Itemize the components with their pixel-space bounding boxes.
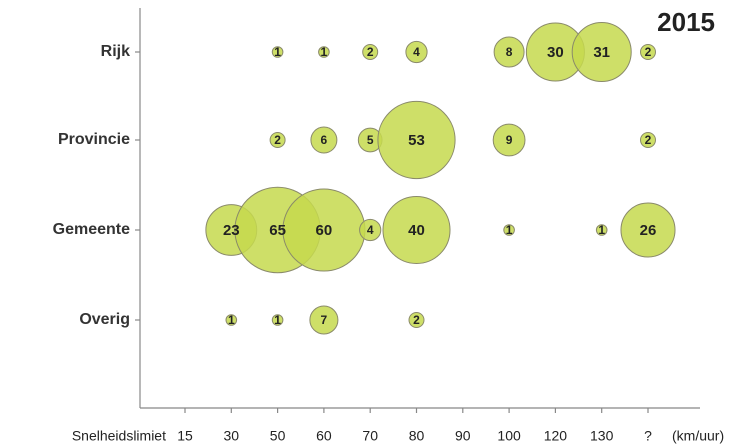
y-tick-label: Overig xyxy=(79,311,130,328)
bubble xyxy=(640,44,656,60)
bubble-label: 1 xyxy=(598,223,605,237)
bubble-label: 9 xyxy=(506,133,513,147)
bubble xyxy=(640,132,656,148)
x-tick-label: 80 xyxy=(409,428,425,444)
bubble-label: 65 xyxy=(269,222,286,239)
bubble xyxy=(595,224,608,236)
bubble xyxy=(408,312,425,328)
bubble xyxy=(362,44,379,60)
bubble-label: 26 xyxy=(640,222,657,239)
bubble xyxy=(405,40,428,64)
bubble xyxy=(492,123,526,157)
x-axis-label: Snelheidslimiet xyxy=(72,428,166,444)
x-tick-label: 90 xyxy=(455,428,471,444)
x-tick-label: 130 xyxy=(590,428,614,444)
bubble xyxy=(318,46,330,58)
x-tick-label: 30 xyxy=(224,428,240,444)
bubble-label: 8 xyxy=(506,45,513,59)
bubble-label: 4 xyxy=(413,45,420,59)
y-tick-label: Gemeente xyxy=(53,221,130,238)
bubble xyxy=(271,46,284,58)
x-tick-label: 50 xyxy=(270,428,286,444)
bubble-label: 31 xyxy=(593,44,610,61)
bubble-label: 1 xyxy=(274,45,281,59)
x-tick-label: 100 xyxy=(497,428,521,444)
bubble-label: 5 xyxy=(367,133,374,147)
x-tick-label: 70 xyxy=(362,428,378,444)
bubble xyxy=(620,202,676,258)
bubble xyxy=(269,132,286,148)
bubble-label: 60 xyxy=(316,222,333,239)
chart-title: 2015 xyxy=(657,7,715,37)
x-tick-label: 60 xyxy=(316,428,332,444)
bubble xyxy=(225,314,238,326)
bubble-label: 30 xyxy=(547,44,564,61)
bubble xyxy=(382,195,451,265)
bubble xyxy=(309,305,339,335)
y-tick-label: Provincie xyxy=(58,131,130,148)
bubble-label: 40 xyxy=(408,222,425,239)
bubble xyxy=(310,126,338,154)
bubble-label: 6 xyxy=(321,133,328,147)
bubble xyxy=(271,314,284,326)
x-tick-label: 15 xyxy=(177,428,193,444)
x-tick-label: 120 xyxy=(544,428,568,444)
bubble-label: 1 xyxy=(321,45,328,59)
bubble-label: 53 xyxy=(408,132,425,149)
x-tick-label: ? xyxy=(644,428,652,444)
x-axis-unit: (km/uur) xyxy=(672,428,724,444)
bubble-label: 1 xyxy=(506,223,513,237)
bubble-label: 1 xyxy=(274,313,281,327)
bubble-label: 2 xyxy=(413,313,420,327)
bubble-label: 2 xyxy=(645,133,652,147)
bubbles xyxy=(205,21,676,335)
bubble xyxy=(571,21,632,83)
bubble xyxy=(503,224,515,236)
bubble-label: 1 xyxy=(228,313,235,327)
bubble-label: 2 xyxy=(645,45,652,59)
bubble xyxy=(377,100,456,180)
bubble-label: 7 xyxy=(321,313,328,327)
bubble-label: 2 xyxy=(367,45,374,59)
bubble-label: 2 xyxy=(274,133,281,147)
bubble-label: 23 xyxy=(223,222,240,239)
bubble-labels: 1 1 2 4 8 30 31 22 6 5 53 9 223 65 60 4 40 1 1 261 1 7 2 xyxy=(223,44,656,327)
bubble-label: 4 xyxy=(367,223,374,237)
bubble xyxy=(493,36,525,68)
bubble xyxy=(359,218,382,242)
y-tick-label: Rijk xyxy=(101,43,130,60)
